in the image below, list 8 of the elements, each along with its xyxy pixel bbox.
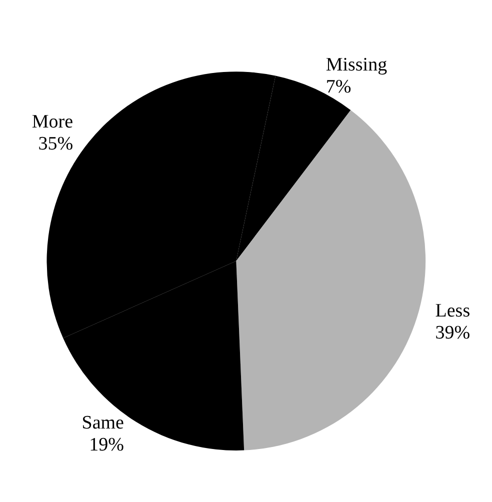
slice-label: Less — [435, 300, 470, 322]
data-label: 35% — [38, 134, 74, 155]
data-label: 39% — [435, 322, 470, 344]
data-label: 7% — [326, 76, 352, 98]
slice-label: Same — [82, 412, 124, 434]
data-label: 19% — [89, 434, 124, 456]
slice-label: More — [32, 112, 74, 133]
slice-label: Missing — [326, 54, 388, 76]
